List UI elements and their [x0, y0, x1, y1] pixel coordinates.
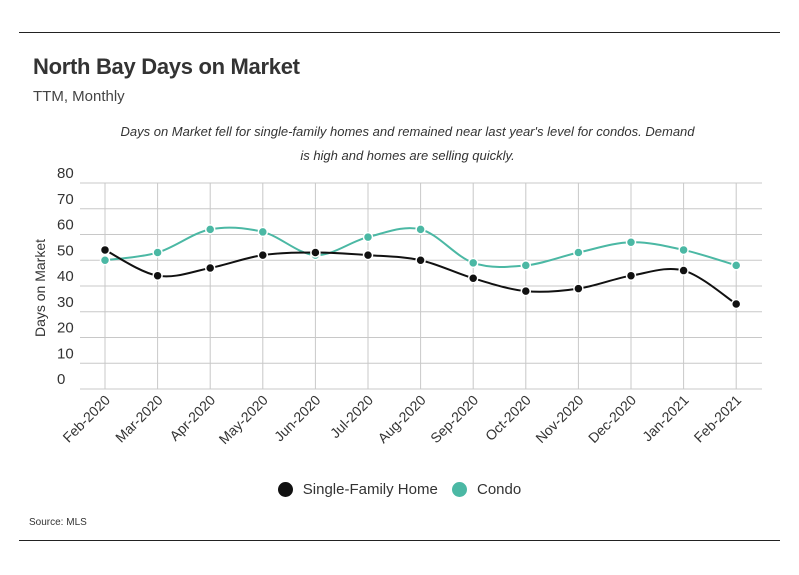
chart-subtitle: TTM, Monthly [33, 88, 125, 105]
y-tick-label: 10 [57, 345, 74, 362]
y-tick-label: 20 [57, 320, 74, 337]
x-tick-label: Jul-2020 [327, 392, 376, 441]
x-tick-label: Aug-2020 [374, 392, 428, 446]
data-point-single-family [152, 270, 163, 281]
y-tick-label: 50 [57, 242, 74, 259]
bottom-rule [19, 540, 780, 541]
data-point-single-family [362, 249, 374, 261]
data-point-single-family [678, 265, 689, 276]
y-tick-label: 40 [57, 268, 74, 285]
data-point-single-family [730, 298, 742, 310]
data-point-condo [362, 231, 374, 243]
data-point-single-family [520, 285, 532, 297]
data-point-single-family [573, 283, 584, 294]
data-point-condo [467, 257, 479, 269]
chart-legend: Single-Family Home Condo [0, 481, 799, 501]
legend-item-condo: Condo [452, 481, 521, 498]
data-point-condo [257, 226, 269, 238]
legend-swatch-condo [452, 482, 467, 497]
data-point-single-family [467, 273, 479, 284]
legend-label-condo: Condo [477, 481, 522, 498]
y-axis-label: Days on Market [32, 239, 48, 337]
data-point-single-family [625, 270, 637, 281]
y-tick-label: 70 [57, 191, 74, 208]
x-tick-label: Mar-2020 [112, 392, 166, 446]
legend-item-single-family: Single-Family Home [277, 481, 438, 498]
data-point-condo [730, 260, 742, 271]
x-tick-label: Jan-2021 [639, 392, 692, 445]
x-tick-label: Sep-2020 [427, 392, 481, 446]
data-point-single-family [99, 244, 111, 256]
x-tick-label: Feb-2021 [691, 392, 745, 446]
data-point-condo [204, 224, 216, 235]
data-point-single-family [257, 249, 269, 261]
data-point-single-family [310, 247, 321, 258]
data-point-condo [99, 255, 111, 266]
y-tick-label: 30 [57, 294, 74, 311]
legend-swatch-single-family [277, 482, 293, 497]
x-tick-label: Oct-2020 [482, 392, 534, 444]
x-tick-label: Feb-2020 [59, 392, 113, 446]
x-tick-label: Nov-2020 [532, 392, 586, 446]
data-point-condo [415, 224, 426, 235]
x-tick-label: May-2020 [216, 392, 271, 447]
x-tick-label: Dec-2020 [585, 392, 639, 446]
data-point-single-family [204, 262, 216, 274]
legend-label-single-family: Single-Family Home [302, 481, 438, 498]
chart-annotation: Days on Market fell for single-family ho… [120, 124, 695, 163]
top-rule [19, 32, 780, 33]
x-tick-label: Jun-2020 [271, 392, 324, 445]
source-note: Source: MLS [29, 517, 87, 528]
chart-title: North Bay Days on Market [33, 54, 300, 79]
data-point-condo [625, 236, 637, 248]
y-tick-label: 80 [57, 165, 74, 182]
x-tick-label: Apr-2020 [166, 392, 218, 444]
y-tick-label: 60 [57, 217, 74, 234]
data-point-single-family [415, 255, 426, 266]
data-point-condo [678, 244, 689, 256]
data-point-condo [152, 247, 163, 258]
data-point-condo [573, 247, 584, 258]
y-tick-label: 0 [57, 371, 65, 388]
data-point-condo [520, 260, 532, 271]
